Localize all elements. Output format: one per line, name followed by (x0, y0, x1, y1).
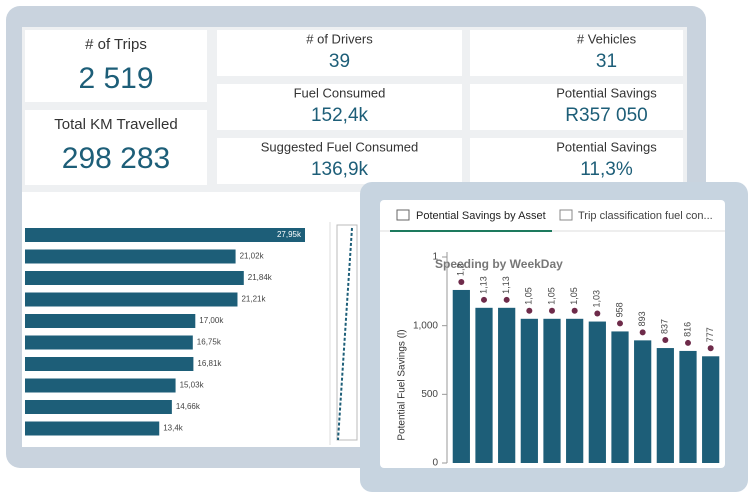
kpi-card (25, 110, 207, 185)
bar (634, 340, 652, 463)
bar (566, 318, 584, 463)
value-label: 1,2 (456, 263, 466, 276)
kpi-label: # of Drivers (306, 31, 373, 46)
bar (25, 271, 244, 285)
bar (25, 335, 193, 350)
value-label: 893 (637, 311, 647, 326)
bar (25, 421, 160, 436)
value-label: 1,05 (524, 287, 534, 305)
bar (702, 356, 720, 463)
kpi-label: Potential Savings (556, 139, 657, 154)
tab-icon (559, 209, 573, 221)
kpi-value: 31 (596, 51, 617, 72)
kpi-card (470, 30, 683, 76)
bar (611, 331, 629, 463)
kpi-card (217, 138, 462, 184)
bar (25, 378, 176, 393)
bar (25, 314, 196, 328)
label-dot (549, 307, 555, 314)
label-dot (685, 339, 691, 346)
value-label: 777 (705, 327, 715, 342)
kpi-label: # Vehicles (577, 31, 637, 46)
label-dot (594, 310, 601, 317)
kpi-value: 39 (329, 51, 350, 72)
bar (25, 400, 172, 414)
value-label: 1,13 (478, 276, 488, 294)
kpi-card (470, 138, 683, 184)
value-label: 1,03 (592, 290, 602, 308)
kpi-value: 11,3% (580, 159, 633, 180)
label-dot (458, 278, 465, 285)
y-tick-label: 0 (432, 458, 438, 469)
bar (588, 321, 606, 463)
label-dot (526, 307, 533, 314)
y-axis-label: Potential Fuel Savings (l) (397, 329, 408, 440)
kpi-label: Fuel Consumed (294, 85, 386, 100)
bar (656, 348, 674, 463)
kpi-card (470, 84, 683, 130)
scroll-strip (336, 224, 358, 441)
label-dot (707, 345, 714, 352)
bar (452, 289, 470, 463)
value-label: 27,95k (277, 230, 302, 239)
bar (25, 357, 194, 371)
tab-icon (396, 209, 410, 221)
label-dot (481, 296, 487, 303)
bar (520, 318, 538, 463)
bar (498, 307, 516, 463)
y-tick-label: 1 (432, 252, 438, 263)
kpi-label: # of Trips (85, 36, 147, 53)
value-label: 958 (614, 302, 624, 317)
value-label: 837 (660, 319, 670, 334)
value-label: 16,75k (197, 338, 222, 347)
value-label: 21,21k (241, 295, 266, 304)
kpi-value: 298 283 (62, 142, 170, 175)
y-tick-label: 500 (421, 389, 438, 400)
bar (25, 292, 238, 307)
chart-title: Speeding by WeekDay (435, 257, 563, 271)
value-label: 816 (682, 322, 692, 337)
y-tick-label: 1,000 (413, 320, 438, 331)
kpi-label: Total KM Travelled (54, 116, 177, 133)
kpi-value: 152,4k (311, 105, 369, 126)
kpi-card (217, 84, 462, 130)
bar (543, 318, 561, 463)
label-dot (571, 307, 578, 314)
kpi-label: Potential Savings (556, 85, 657, 100)
value-label: 21,84k (248, 273, 273, 282)
bar (475, 307, 493, 463)
label-dot (662, 337, 669, 344)
mini-bars (337, 227, 353, 441)
bar (679, 350, 697, 463)
kpi-value: 2 519 (78, 62, 153, 95)
bar (25, 249, 236, 264)
tab: Potential Savings by Asset (416, 210, 546, 222)
value-label: 1,13 (501, 276, 511, 294)
value-label: 17,00k (199, 316, 224, 325)
kpi-value: 136,9k (311, 159, 369, 180)
value-label: 14,66k (176, 402, 201, 411)
kpi-value: R357 050 (565, 105, 647, 126)
bar (25, 228, 305, 242)
kpi-card (25, 30, 207, 102)
label-dot (617, 320, 623, 327)
value-label: 1,05 (569, 287, 579, 305)
label-dot (503, 296, 510, 303)
value-label: 1,05 (546, 287, 556, 305)
label-dot (639, 329, 646, 336)
value-label: 16,81k (197, 359, 222, 368)
kpi-label: Suggested Fuel Consumed (261, 139, 419, 154)
kpi-card (217, 30, 462, 76)
value-label: 21,02k (240, 252, 265, 261)
value-label: 13,4k (163, 424, 184, 433)
value-label: 15,03k (180, 381, 205, 390)
tab: Trip classification fuel con... (578, 210, 713, 222)
